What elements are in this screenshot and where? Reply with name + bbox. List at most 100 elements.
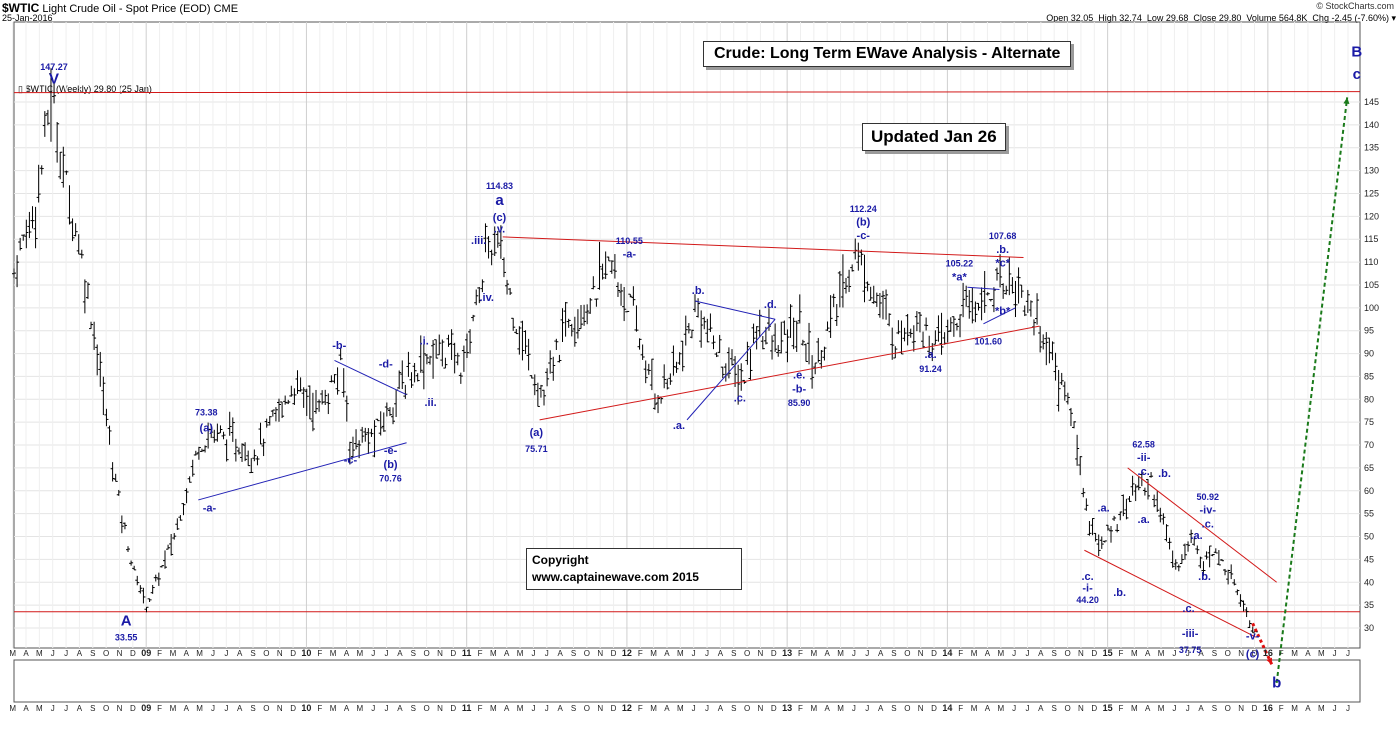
y-tick-label: 40 <box>1364 577 1374 587</box>
wave-label: .ii. <box>425 397 437 409</box>
chart-title: $WTIC Light Crude Oil - Spot Price (EOD)… <box>2 1 238 15</box>
red-trend-line <box>502 236 1024 259</box>
ohlc-stats: Open 32.05 High 32.74 Low 29.68 Close 29… <box>1046 13 1396 23</box>
wave-label: .c. <box>1081 571 1093 583</box>
x-tick-label: F <box>478 649 483 658</box>
x-tick-label: M <box>517 704 524 713</box>
x-tick-label: F <box>958 704 963 713</box>
wave-label: -e- <box>384 445 398 457</box>
x-tick-label: S <box>1052 649 1057 658</box>
y-tick-label: 35 <box>1364 600 1374 610</box>
y-tick-label: 100 <box>1364 303 1379 313</box>
x-tick-label: A <box>504 704 510 713</box>
x-tick-label: J <box>1186 704 1190 713</box>
x-tick-label: A <box>718 704 724 713</box>
wave-label: .e. <box>793 370 805 382</box>
wave-label: (a) <box>530 427 544 439</box>
x-tick-label: A <box>237 649 243 658</box>
x-tick-label: J <box>531 704 535 713</box>
y-tick-label: 50 <box>1364 532 1374 542</box>
series-legend: ▯ $WTIC (Weekly) 29.80 (25 Jan) <box>18 84 152 94</box>
x-tick-label: A <box>825 704 831 713</box>
wave-label: .b. <box>996 244 1009 256</box>
green-projection-arrowhead <box>1343 97 1350 105</box>
y-tick-label: 90 <box>1364 349 1374 359</box>
x-tick-label: M <box>196 704 203 713</box>
wave-label: .c. <box>1182 603 1194 615</box>
wave-labels: 147.27V A 33.55 73.38 (a) -a- -b- -c- -d- -e- (b) 7… <box>40 43 1362 691</box>
x-tick-label: J <box>371 704 375 713</box>
x-tick-label: 16 <box>1263 703 1273 713</box>
x-tick-label: O <box>1225 649 1231 658</box>
x-tick-label: F <box>798 704 803 713</box>
wave-label: -iv- <box>1200 505 1217 517</box>
x-tick-label: S <box>411 704 416 713</box>
x-tick-label: J <box>385 649 389 658</box>
x-tick-label: J <box>1333 704 1337 713</box>
x-tick-label: A <box>344 649 350 658</box>
chart-exchange: CME <box>213 3 239 15</box>
wave-label: 44.20 <box>1076 595 1099 605</box>
copyright-line1: Copyright <box>532 553 589 567</box>
x-tick-label: F <box>157 704 162 713</box>
x-tick-label: N <box>437 649 443 658</box>
x-tick-label: M <box>170 649 177 658</box>
x-tick-label: A <box>1038 704 1044 713</box>
x-tick-label: A <box>664 649 670 658</box>
x-tick-label: F <box>317 704 322 713</box>
x-tick-label: A <box>237 704 243 713</box>
x-tick-label: J <box>64 649 68 658</box>
y-tick-label: 130 <box>1364 166 1379 176</box>
y-tick-label: 70 <box>1364 440 1374 450</box>
wave-label: c <box>1353 66 1361 83</box>
x-tick-label: M <box>811 649 818 658</box>
x-tick-label: J <box>1026 704 1030 713</box>
wave-label: 73.38 <box>195 407 218 417</box>
x-tick-label: O <box>263 649 269 658</box>
wave-label: -b- <box>332 340 346 352</box>
x-tick-label: D <box>611 704 617 713</box>
x-tick-label: O <box>423 704 429 713</box>
x-tick-label: D <box>290 704 296 713</box>
x-tick-label: D <box>931 704 937 713</box>
x-tick-label: O <box>1225 704 1231 713</box>
x-tick-label: M <box>1131 649 1138 658</box>
x-tick-label: D <box>611 649 617 658</box>
x-tick-label: F <box>958 649 963 658</box>
x-tick-label: 13 <box>782 648 792 658</box>
wave-label: V <box>49 71 59 88</box>
x-tick-label: F <box>1119 704 1124 713</box>
copyright-box: Copyright www.captainewave.com 2015 <box>526 548 742 590</box>
x-tick-label: M <box>9 649 16 658</box>
x-tick-label: A <box>504 649 510 658</box>
trend-lines <box>198 236 1277 638</box>
x-tick-label: F <box>317 649 322 658</box>
x-tick-label: A <box>23 649 29 658</box>
x-tick-label: S <box>90 704 95 713</box>
x-tick-label: N <box>437 704 443 713</box>
x-tick-label: A <box>184 704 190 713</box>
wave-label: -d- <box>379 358 393 370</box>
x-tick-label: A <box>344 704 350 713</box>
x-tick-label: M <box>196 649 203 658</box>
x-tick-label: J <box>64 704 68 713</box>
wave-label: .a. <box>924 349 936 361</box>
x-tick-label: F <box>157 649 162 658</box>
x-tick-label: M <box>36 649 43 658</box>
x-tick-label: A <box>825 649 831 658</box>
wave-label: .b. <box>1113 587 1126 599</box>
wave-label: -v- <box>1246 630 1260 642</box>
wave-label: .a. <box>1190 530 1202 542</box>
x-tick-label: J <box>211 649 215 658</box>
x-tick-label: F <box>1279 649 1284 658</box>
y-tick-label: 145 <box>1364 97 1379 107</box>
x-tick-label: M <box>1318 649 1325 658</box>
x-tick-label: M <box>1291 704 1298 713</box>
x-tick-label: F <box>798 649 803 658</box>
x-tick-label: O <box>904 649 910 658</box>
wave-label: 112.24 <box>850 204 877 214</box>
main-panel-border <box>13 21 1361 649</box>
x-tick-label: A <box>985 704 991 713</box>
wave-label: a <box>495 192 504 209</box>
x-tick-label: N <box>758 649 764 658</box>
